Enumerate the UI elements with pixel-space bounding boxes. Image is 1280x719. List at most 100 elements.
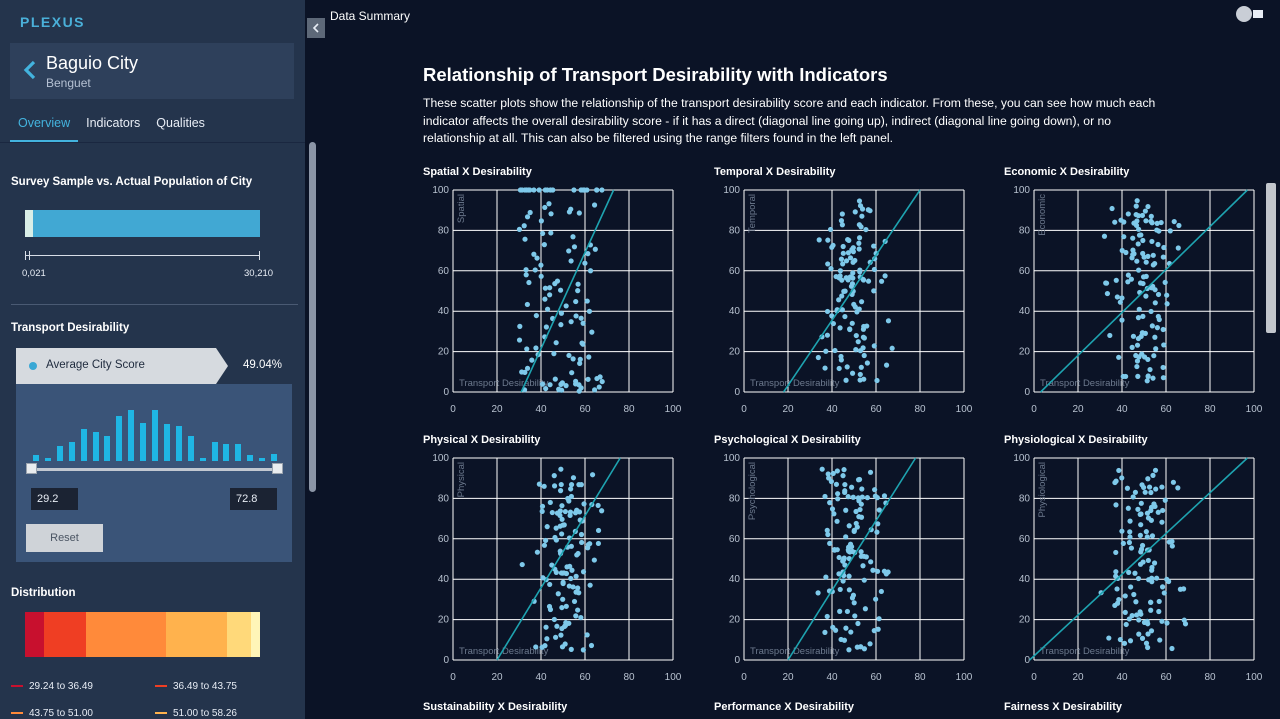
data-point [843, 534, 849, 540]
data-point [854, 309, 860, 315]
data-point [1126, 539, 1133, 546]
chevron-left-icon[interactable] [22, 59, 38, 81]
data-point [585, 251, 591, 257]
data-point [533, 644, 539, 650]
y-tick-label: 20 [729, 347, 741, 358]
tab-indicators[interactable]: Indicators [86, 116, 141, 130]
y-tick-label: 100 [432, 185, 449, 196]
data-point [578, 315, 584, 321]
y-tick-label: 80 [1019, 493, 1031, 504]
data-point [569, 567, 575, 573]
legend-item: 51.00 to 58.26 [155, 708, 237, 719]
distribution-segment [250, 612, 260, 657]
data-point [843, 625, 849, 631]
y-tick-label: 0 [1024, 387, 1030, 398]
data-point [1134, 363, 1140, 370]
globe-icon[interactable] [1236, 6, 1252, 22]
data-point [1155, 509, 1161, 515]
data-point [1136, 617, 1142, 623]
data-point [580, 320, 586, 326]
toggle-icon[interactable] [1253, 10, 1263, 18]
data-point [1128, 276, 1134, 282]
data-point [1145, 476, 1151, 482]
collapse-sidebar-button[interactable] [307, 18, 325, 38]
population-title: Survey Sample vs. Actual Population of C… [11, 176, 253, 188]
data-point [543, 624, 549, 630]
range-slider-min-handle[interactable] [26, 463, 37, 474]
data-point [1127, 518, 1133, 524]
data-point [1167, 228, 1173, 234]
y-tick-label: 80 [438, 493, 450, 504]
data-point [1136, 306, 1142, 312]
data-point [559, 570, 565, 576]
data-point [1120, 540, 1126, 546]
data-point [599, 508, 605, 514]
data-point [517, 323, 523, 329]
data-point [864, 360, 870, 366]
y-tick-label: 80 [438, 225, 450, 236]
data-point [1140, 313, 1146, 319]
data-point [597, 374, 603, 380]
data-point [558, 466, 564, 472]
data-point [1135, 373, 1141, 379]
data-point [1149, 323, 1155, 329]
data-point [553, 340, 559, 346]
average-score-value: 49.04% [242, 359, 282, 371]
sidebar-scrollbar[interactable] [309, 142, 316, 492]
data-point [836, 365, 842, 372]
data-point [551, 351, 557, 357]
data-point [882, 273, 888, 279]
page-scrollbar[interactable] [1266, 183, 1276, 333]
data-point [837, 586, 843, 593]
data-point [586, 308, 593, 314]
data-point [1162, 279, 1168, 285]
data-point [1116, 354, 1122, 360]
data-point [1158, 219, 1164, 226]
y-tick-label: 100 [723, 453, 740, 464]
histogram [31, 399, 281, 461]
data-point [819, 466, 825, 472]
data-point [824, 332, 831, 338]
data-point [574, 552, 580, 558]
data-point [1139, 212, 1146, 219]
y-tick-label: 20 [438, 615, 450, 626]
data-point [578, 614, 584, 621]
range-slider-track[interactable] [32, 468, 278, 471]
data-point [1136, 631, 1142, 637]
y-tick-label: 80 [1019, 225, 1031, 236]
x-tick-label: 0 [450, 404, 456, 415]
data-point [558, 481, 564, 488]
x-tick-label: 20 [1072, 672, 1084, 683]
data-point [559, 644, 566, 650]
x-tick-label: 100 [1246, 404, 1263, 415]
sample-bar [25, 210, 34, 237]
data-point [1113, 277, 1119, 283]
range-max-input[interactable] [230, 488, 277, 510]
data-point [858, 501, 864, 507]
data-point [837, 325, 843, 331]
data-point [1107, 332, 1113, 339]
data-point [1159, 618, 1165, 624]
data-point [569, 370, 575, 376]
data-point [1127, 529, 1133, 535]
reset-button[interactable]: Reset [26, 524, 103, 552]
y-axis-label: Physiological [1037, 462, 1048, 517]
tab-overview[interactable]: Overview [10, 114, 79, 142]
data-point [1151, 560, 1158, 566]
data-point [1132, 570, 1138, 576]
data-point [863, 226, 869, 233]
legend-swatch [11, 685, 23, 688]
distribution-segment [25, 612, 44, 657]
data-point [1130, 235, 1136, 241]
data-point [856, 240, 862, 246]
range-slider-max-handle[interactable] [272, 463, 283, 474]
legend-swatch [155, 685, 167, 688]
data-point [861, 323, 867, 330]
data-point [825, 531, 831, 538]
data-point [576, 388, 582, 394]
range-min-input[interactable] [31, 488, 78, 510]
data-point [879, 278, 885, 284]
tab-qualities[interactable]: Qualities [156, 116, 205, 130]
data-point [871, 243, 877, 249]
histogram-bar [44, 457, 51, 461]
